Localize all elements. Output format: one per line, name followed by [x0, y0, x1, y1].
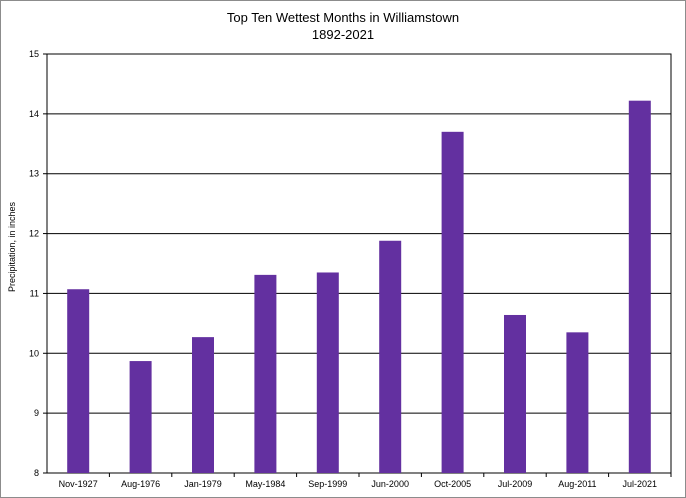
bar	[441, 131, 464, 474]
chart-subtitle: 1892-2021	[311, 27, 375, 42]
x-tick-label: Jan-1979	[184, 479, 222, 489]
x-tick-label: May-1984	[245, 479, 285, 489]
x-tick-label: Sep-1999	[308, 479, 347, 489]
x-tick-label: Oct-2005	[434, 479, 471, 489]
y-tick-label: 8	[34, 468, 39, 478]
x-tick-label: Jul-2009	[498, 479, 533, 489]
bar	[504, 314, 526, 473]
bar	[129, 361, 152, 473]
y-tick-label: 9	[34, 408, 39, 418]
x-tick-label: Nov-1927	[59, 479, 98, 489]
x-tick-label: Aug-2011	[558, 479, 596, 489]
bar	[566, 332, 589, 473]
x-tick-label: Jun-2000	[371, 479, 409, 489]
bar	[67, 289, 90, 473]
x-tick-label: Aug-1976	[121, 479, 160, 489]
bar	[316, 272, 339, 473]
chart-title: Top Ten Wettest Months in Williamstown	[226, 10, 460, 25]
bar	[192, 337, 214, 473]
y-tick-label: 12	[29, 229, 39, 239]
bar	[379, 240, 402, 473]
bar	[628, 100, 651, 473]
y-tick-label: 14	[29, 109, 39, 119]
y-tick-label: 11	[30, 288, 39, 298]
y-tick-label: 13	[29, 169, 39, 179]
bar	[254, 274, 277, 473]
y-tick-label: 15	[29, 49, 39, 59]
y-tick-label: 10	[29, 348, 39, 358]
x-tick-label: Jul-2021	[623, 479, 658, 489]
